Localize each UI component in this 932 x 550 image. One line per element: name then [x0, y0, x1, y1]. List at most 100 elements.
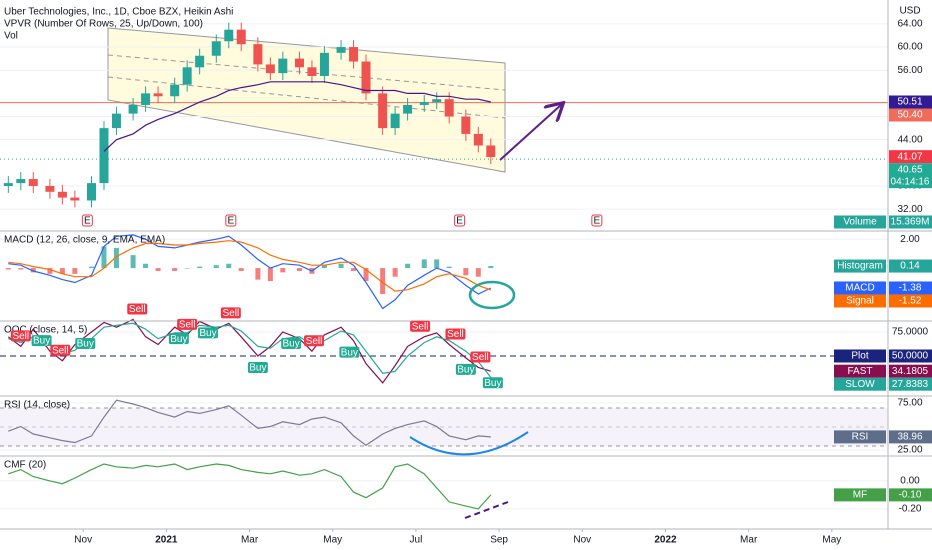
histogram-bar: [255, 268, 261, 280]
tag-value: 41.07: [897, 151, 922, 162]
candle-body: [3, 183, 13, 186]
histogram-bar: [155, 268, 161, 271]
histogram-bar: [213, 265, 219, 269]
tag-value-box: [889, 150, 932, 164]
histogram-bar: [338, 263, 344, 269]
signal-label: Sell: [179, 320, 196, 331]
tag-name-box: [834, 259, 886, 273]
tag-name-box: [834, 430, 886, 444]
histogram-bar: [101, 246, 107, 269]
x-tick-label: Mar: [740, 535, 758, 546]
y-tick-label: -0.20: [899, 504, 922, 515]
signal-box: [247, 362, 268, 374]
x-tick-label: Nov: [74, 535, 92, 546]
signal-box: [339, 346, 360, 358]
x-tick-label: Jul: [410, 535, 423, 546]
tag-value: 15.369M: [891, 217, 930, 228]
signal-label: Buy: [484, 378, 501, 389]
tag-value-box: [889, 377, 932, 391]
signal-label: Sell: [447, 329, 464, 340]
indicator-line: [8, 240, 492, 292]
histogram-bar: [434, 259, 440, 269]
tag-value: 0.14: [900, 261, 920, 272]
tag-name: Plot: [851, 351, 868, 362]
highlight-ellipse: [468, 280, 516, 310]
histogram-bar: [296, 268, 302, 271]
candle-body: [419, 102, 429, 105]
signal-label: Sell: [52, 345, 69, 356]
histogram-bar: [405, 263, 411, 269]
y-tick-label: 32.00: [897, 204, 922, 215]
tag-value: -0.10: [899, 490, 922, 501]
tag-name: FAST: [847, 366, 872, 377]
signal-box: [304, 335, 325, 347]
tag-name-box: [834, 488, 886, 502]
data-layer: [0, 22, 888, 510]
candle-body: [170, 84, 180, 97]
currency: USD: [899, 6, 920, 17]
signal-label: Sell: [12, 331, 29, 342]
candle-body: [236, 29, 246, 45]
candle-body: [195, 55, 205, 68]
tag-value-box: [889, 108, 932, 122]
candle-body: [224, 29, 234, 42]
candle-body: [432, 99, 442, 103]
signal-box: [168, 333, 189, 345]
histogram-bar: [18, 268, 24, 270]
tag-value-box: [889, 294, 932, 308]
candle-body: [99, 128, 109, 184]
pane-subtitle: Vol: [4, 31, 18, 42]
histogram-bar: [351, 268, 357, 271]
tag-value: 40.65: [897, 164, 922, 175]
candle-body: [473, 133, 483, 146]
histogram-bar: [89, 266, 95, 269]
tag-sublabel: 04:14:16: [891, 176, 930, 187]
histogram-bar: [463, 268, 469, 276]
event-box: [225, 214, 237, 227]
tag-value: -1.38: [899, 283, 922, 294]
tag-value-box: [889, 281, 932, 295]
y-tick-label: 25.00: [897, 445, 922, 456]
x-tick-label: Sep: [490, 535, 508, 546]
tag-name-box: [834, 377, 886, 391]
tag-name-box: [834, 215, 886, 229]
candle-body: [70, 197, 80, 201]
signal-label: Buy: [199, 328, 216, 339]
signal-label: Buy: [249, 363, 266, 374]
channel-mid: [107, 76, 506, 119]
tag-value: 27.8383: [892, 379, 929, 390]
tag-name: Histogram: [837, 261, 883, 272]
x-tick-label: 2022: [654, 535, 677, 546]
x-tick-label: Nov: [573, 535, 591, 546]
signal-label: Buy: [283, 339, 300, 350]
arrow: [499, 104, 562, 161]
signal-box: [50, 344, 71, 356]
candle-body: [349, 47, 359, 62]
tag-name: SLOW: [845, 379, 875, 390]
histogram-bar: [421, 259, 427, 269]
candle-body: [444, 99, 454, 117]
signal-box: [197, 327, 218, 339]
tag-value-box: [889, 215, 932, 229]
channel-mid: [107, 54, 506, 91]
tag-name-box: [834, 294, 886, 308]
candle-body: [278, 58, 288, 74]
candle-body: [378, 93, 388, 129]
indicator-line: [7, 318, 491, 384]
tag-value: 50.51: [897, 97, 922, 108]
histogram-bar: [321, 265, 327, 269]
y-tick-label: 56.00: [897, 65, 922, 76]
candle-body: [45, 186, 55, 192]
x-tick-label: 2021: [155, 535, 178, 546]
candle-body: [319, 52, 329, 76]
x-tick-label: May: [323, 535, 342, 546]
histogram-bar: [488, 266, 494, 269]
candle-body: [294, 58, 304, 68]
indicator-line: [8, 463, 492, 510]
tag-value-box: [889, 364, 932, 378]
signal-box: [127, 303, 148, 315]
pane-title: OOC (close, 14, 5): [4, 325, 87, 336]
histogram-bar: [446, 266, 452, 269]
